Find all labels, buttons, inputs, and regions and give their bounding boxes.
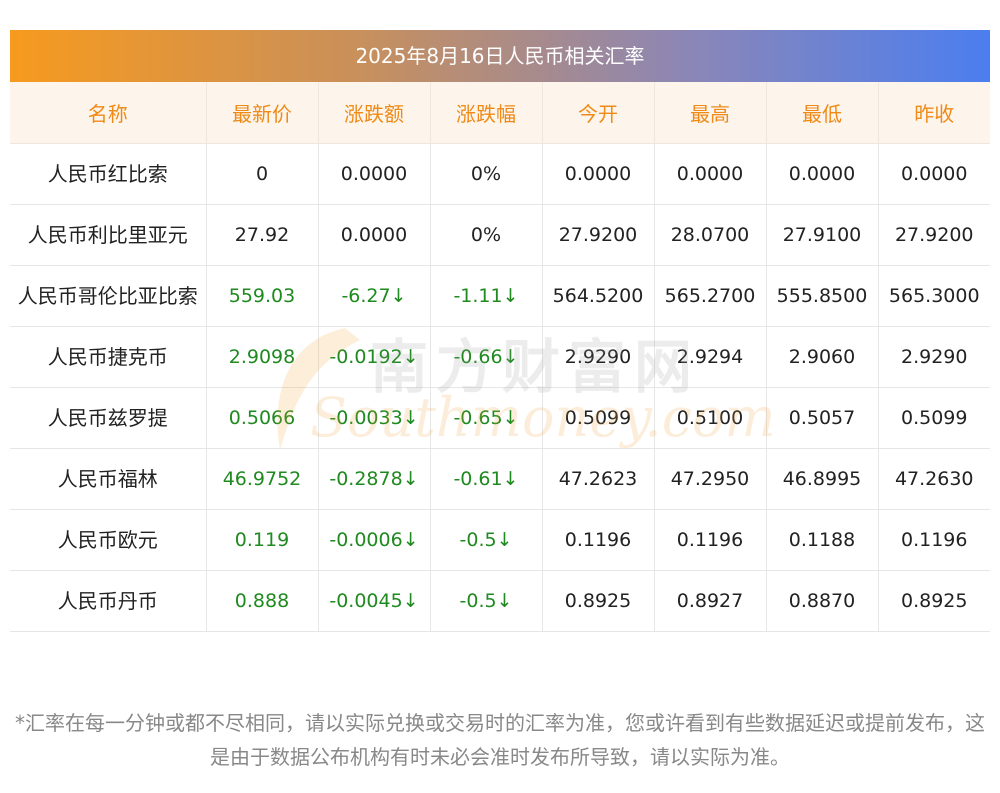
table-row: 人民币兹罗提 0.5066 -0.0033↓ -0.65↓ 0.5099 0.5100 0.…: [10, 387, 990, 449]
table-row: 人民币捷克币 2.9098 -0.0192↓ -0.66↓ 2.9290 2.9294 2.…: [10, 326, 990, 388]
low-cell: 0.1188: [766, 509, 879, 571]
open-cell: 0.1196: [542, 509, 655, 571]
latest-cell: 0: [206, 143, 319, 205]
prev-close-cell: 0.0000: [878, 143, 990, 205]
change-cell: 0.0000: [318, 204, 431, 266]
header-change: 涨跌额: [318, 82, 431, 144]
change-pct-cell: -0.5↓: [430, 570, 543, 632]
low-cell: 555.8500: [766, 265, 879, 327]
header-name: 名称: [10, 82, 207, 144]
table-row: 人民币红比索 0 0.0000 0% 0.0000 0.0000 0.0000 0.0000: [10, 143, 990, 205]
header-high: 最高: [654, 82, 767, 144]
high-cell: 0.0000: [654, 143, 767, 205]
prev-close-cell: 27.9200: [878, 204, 990, 266]
change-cell: -0.2878↓: [318, 448, 431, 510]
high-cell: 0.5100: [654, 387, 767, 449]
low-cell: 0.0000: [766, 143, 879, 205]
open-cell: 47.2623: [542, 448, 655, 510]
high-cell: 0.1196: [654, 509, 767, 571]
latest-cell: 46.9752: [206, 448, 319, 510]
prev-close-cell: 565.3000: [878, 265, 990, 327]
low-cell: 46.8995: [766, 448, 879, 510]
header-latest: 最新价: [206, 82, 319, 144]
currency-name-cell: 人民币哥伦比亚比索: [10, 265, 207, 327]
table-row: 人民币福林 46.9752 -0.2878↓ -0.61↓ 47.2623 47.2950…: [10, 448, 990, 510]
header-change-pct: 涨跌幅: [430, 82, 543, 144]
exchange-rate-table: 名称 最新价 涨跌额 涨跌幅 今开 最高 最低 昨收 人民币红比索 0 0.0000…: [10, 82, 990, 632]
change-pct-cell: 0%: [430, 143, 543, 205]
change-pct-cell: -0.61↓: [430, 448, 543, 510]
currency-name-cell: 人民币丹币: [10, 570, 207, 632]
low-cell: 27.9100: [766, 204, 879, 266]
latest-cell: 0.888: [206, 570, 319, 632]
currency-name-cell: 人民币红比索: [10, 143, 207, 205]
prev-close-cell: 0.8925: [878, 570, 990, 632]
change-cell: -0.0006↓: [318, 509, 431, 571]
open-cell: 564.5200: [542, 265, 655, 327]
currency-name-cell: 人民币福林: [10, 448, 207, 510]
open-cell: 0.5099: [542, 387, 655, 449]
change-pct-cell: -0.66↓: [430, 326, 543, 388]
change-pct-cell: -1.11↓: [430, 265, 543, 327]
latest-cell: 559.03: [206, 265, 319, 327]
currency-name-cell: 人民币捷克币: [10, 326, 207, 388]
high-cell: 2.9294: [654, 326, 767, 388]
open-cell: 0.8925: [542, 570, 655, 632]
change-pct-cell: -0.65↓: [430, 387, 543, 449]
high-cell: 565.2700: [654, 265, 767, 327]
header-open: 今开: [542, 82, 655, 144]
latest-cell: 0.5066: [206, 387, 319, 449]
change-cell: -0.0033↓: [318, 387, 431, 449]
latest-cell: 27.92: [206, 204, 319, 266]
currency-name-cell: 人民币利比里亚元: [10, 204, 207, 266]
table-row: 人民币利比里亚元 27.92 0.0000 0% 27.9200 28.0700 27.91…: [10, 204, 990, 266]
change-cell: -0.0045↓: [318, 570, 431, 632]
change-cell: -6.27↓: [318, 265, 431, 327]
high-cell: 0.8927: [654, 570, 767, 632]
table-row: 人民币丹币 0.888 -0.0045↓ -0.5↓ 0.8925 0.8927 0.887…: [10, 570, 990, 632]
prev-close-cell: 0.5099: [878, 387, 990, 449]
change-pct-cell: -0.5↓: [430, 509, 543, 571]
low-cell: 2.9060: [766, 326, 879, 388]
change-cell: -0.0192↓: [318, 326, 431, 388]
table-body: 人民币红比索 0 0.0000 0% 0.0000 0.0000 0.0000 0.0000 人…: [10, 143, 990, 632]
table-row: 人民币欧元 0.119 -0.0006↓ -0.5↓ 0.1196 0.1196 0.118…: [10, 509, 990, 571]
change-pct-cell: 0%: [430, 204, 543, 266]
high-cell: 47.2950: [654, 448, 767, 510]
disclaimer-note: *汇率在每一分钟或都不尽相同，请以实际兑换或交易时的汇率为准，您或许看到有些数据…: [15, 711, 985, 769]
low-cell: 0.5057: [766, 387, 879, 449]
header-prev-close: 昨收: [878, 82, 990, 144]
page-title-banner: 2025年8月16日人民币相关汇率: [10, 30, 990, 82]
open-cell: 0.0000: [542, 143, 655, 205]
latest-cell: 2.9098: [206, 326, 319, 388]
open-cell: 2.9290: [542, 326, 655, 388]
prev-close-cell: 0.1196: [878, 509, 990, 571]
open-cell: 27.9200: [542, 204, 655, 266]
currency-name-cell: 人民币兹罗提: [10, 387, 207, 449]
prev-close-cell: 47.2630: [878, 448, 990, 510]
high-cell: 28.0700: [654, 204, 767, 266]
header-low: 最低: [766, 82, 879, 144]
latest-cell: 0.119: [206, 509, 319, 571]
low-cell: 0.8870: [766, 570, 879, 632]
table-row: 人民币哥伦比亚比索 559.03 -6.27↓ -1.11↓ 564.5200 565.2…: [10, 265, 990, 327]
prev-close-cell: 2.9290: [878, 326, 990, 388]
table-header-row: 名称 最新价 涨跌额 涨跌幅 今开 最高 最低 昨收: [10, 82, 990, 144]
change-cell: 0.0000: [318, 143, 431, 205]
currency-name-cell: 人民币欧元: [10, 509, 207, 571]
